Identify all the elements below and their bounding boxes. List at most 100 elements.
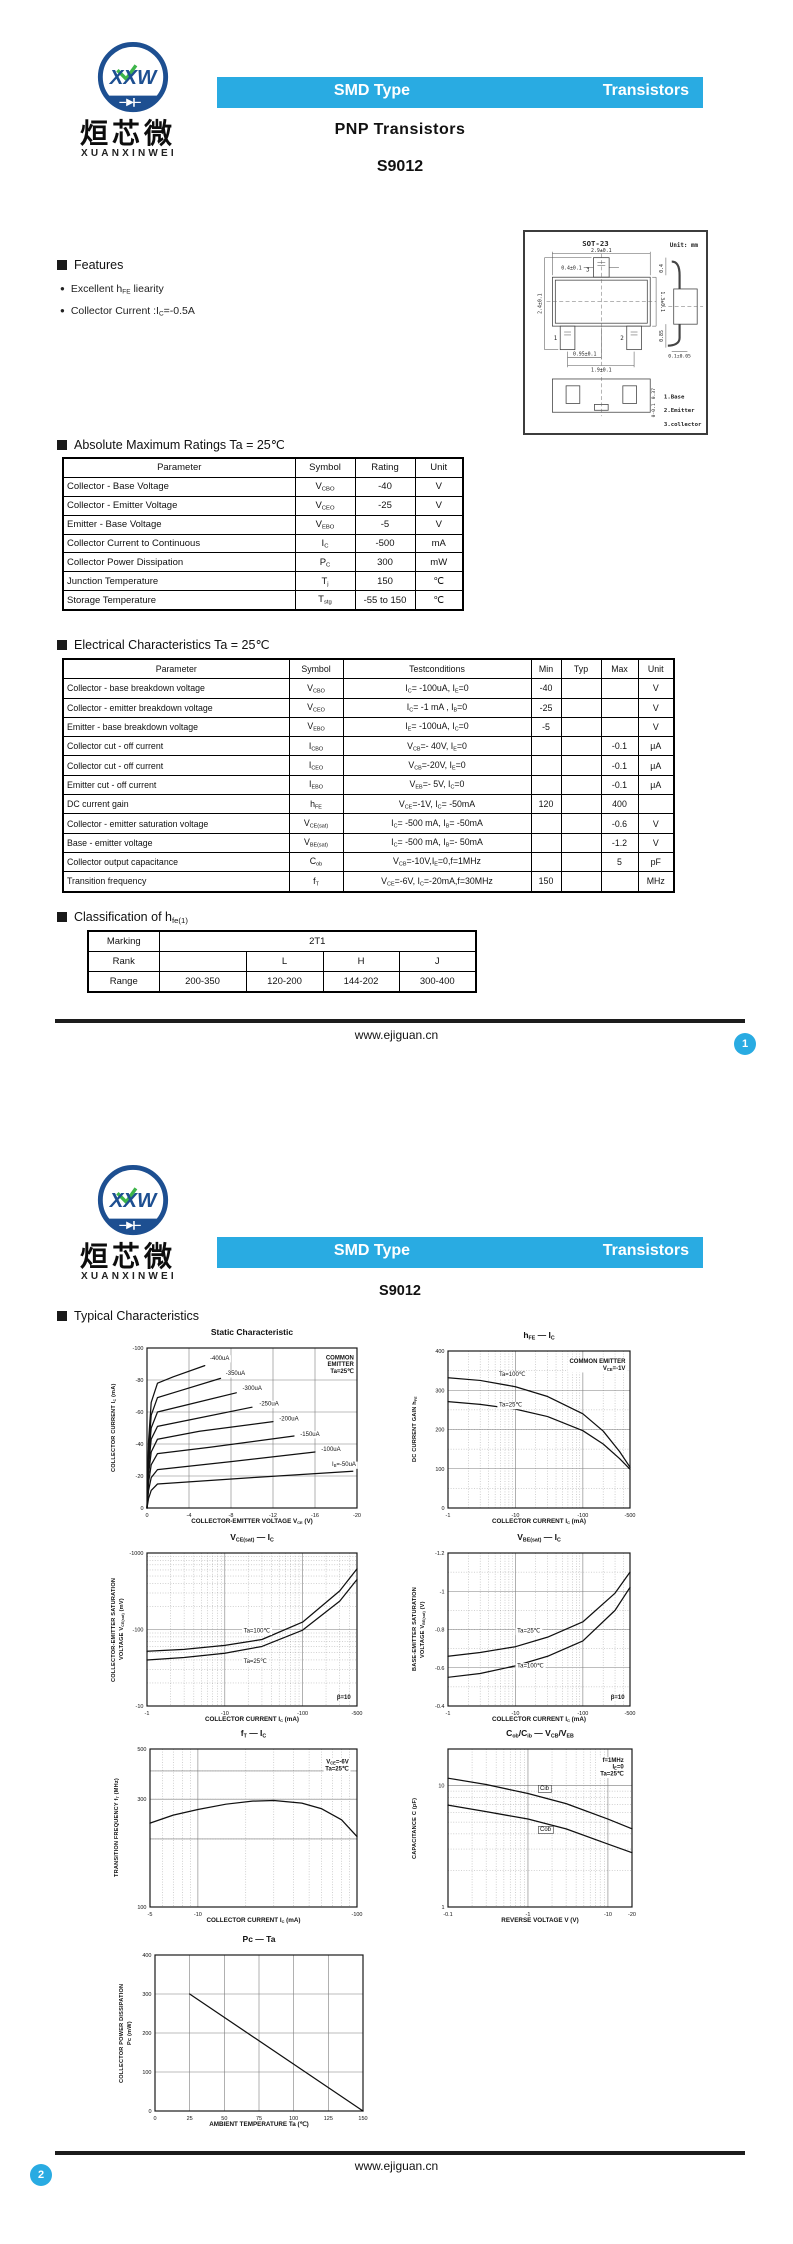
svg-text:Ta=25℃: Ta=25℃ <box>517 1629 541 1635</box>
svg-text:-60: -60 <box>136 1410 144 1416</box>
table-cell: V <box>414 476 464 497</box>
pin-legend-collector: 3.collector <box>664 422 702 428</box>
svg-text:1: 1 <box>441 1905 444 1911</box>
table-cell <box>600 716 639 738</box>
header-banner: SMD Type Transistors <box>217 1237 703 1268</box>
footer-url: www.ejiguan.cn <box>354 2159 439 2173</box>
table-cell: V <box>637 678 675 699</box>
table-cell: -25 <box>354 495 416 516</box>
column-header: Max <box>600 658 639 680</box>
hfe-classification-table: Marking 2T1 Rank L H J Range 200-350 120-200 144-… <box>87 930 477 993</box>
table-cell <box>530 813 562 834</box>
svg-text:-1: -1 <box>440 1589 445 1595</box>
table-cell: VEBO <box>288 716 344 738</box>
svg-text:-0.8: -0.8 <box>435 1628 444 1634</box>
svg-text:-100: -100 <box>132 1346 143 1352</box>
svg-text:400: 400 <box>435 1349 444 1355</box>
x-axis-label: AMBIENT TEMPERATURE Ta (℃) <box>209 2121 309 2128</box>
svg-text:-100: -100 <box>132 1628 143 1634</box>
table-cell: -0.1 <box>600 755 639 776</box>
svg-text:100: 100 <box>435 1467 444 1473</box>
chart-title: Static Characteristic <box>210 1327 294 1337</box>
page-number-badge: 1 <box>734 1033 756 1055</box>
svg-text:-40: -40 <box>136 1442 144 1448</box>
table-row: Collector - Base Voltage VCBO -40 V <box>62 476 464 497</box>
svg-text:-500: -500 <box>351 1711 362 1717</box>
banner-transistors: Transistors <box>602 1242 689 1259</box>
svg-text:β=10: β=10 <box>611 1695 626 1701</box>
table-row: Emitter - base breakdown voltage VEBO IE= … <box>62 716 675 738</box>
table-cell <box>560 755 602 776</box>
x-axis-label: COLLECTOR CURRENT IC (mA) <box>204 1716 299 1723</box>
svg-text:75: 75 <box>256 2116 262 2122</box>
table-cell: 300 <box>354 552 416 573</box>
table-cell: VEBO <box>294 514 356 535</box>
chart-title: Pc — Ta <box>242 1934 276 1944</box>
brand-name-english: XUANXINWEI <box>81 148 177 159</box>
svg-text:-10: -10 <box>511 1513 519 1519</box>
svg-text:-10: -10 <box>221 1711 229 1717</box>
electrical-characteristics-heading: Electrical Characteristics Ta = 25℃ <box>57 637 269 652</box>
table-cell: Emitter - base breakdown voltage <box>62 716 290 738</box>
banner-smd-type: SMD Type <box>333 82 411 99</box>
table-cell <box>560 774 602 796</box>
table-row: Storage Temperature Tstg -55 to 150 ℃ <box>62 590 464 611</box>
table-cell: VCBO <box>288 678 344 699</box>
svg-text:-10: -10 <box>136 1704 144 1710</box>
table-cell: Collector cut - off current <box>62 755 290 776</box>
svg-text:-200uA: -200uA <box>279 1417 298 1423</box>
table-cell: VCE=-6V, IC=-20mA,f=30MHz <box>342 871 532 893</box>
svg-text:-10: -10 <box>511 1711 519 1717</box>
package-drawing: SOT-23 Unit: mm 2.9±0.1 0.4±0.1 2.4±0.1 … <box>538 239 704 428</box>
chart-plot: -1 -10 -100 -500 -0.4 -0.6 -0.8 -1 -1.2 Ta=25℃ Ta=… <box>435 1551 635 1717</box>
dim-lead-top: 0.4 <box>659 264 665 273</box>
chart-plot: -5 -10 -100 100 300 500 VCE=-6V Ta=25℃ <box>137 1747 362 1918</box>
table-cell: Tstg <box>294 590 356 611</box>
svg-text:50: 50 <box>221 2116 227 2122</box>
svg-text:XXW: XXW <box>109 66 158 89</box>
chart-title: VCE(sat) — IC <box>230 1532 274 1544</box>
dim-standoff: 0-0.1 <box>651 403 657 417</box>
table-cell: L <box>245 951 324 972</box>
svg-text:-500: -500 <box>624 1513 635 1519</box>
table-cell: IC= -500 mA, IB=- 50mA <box>342 832 532 853</box>
package-name: SOT-23 <box>582 239 608 248</box>
x-axis-label: COLLECTOR CURRENT IC (mA) <box>491 1518 586 1525</box>
table-cell: Range <box>87 971 160 993</box>
table-cell: -1.2 <box>600 832 639 853</box>
table-cell: VCB=-20V, IE=0 <box>342 755 532 776</box>
table-cell <box>560 813 602 834</box>
table-row: Collector cut - off current ICBO VCB=- 40V… <box>62 736 675 757</box>
svg-text:-20: -20 <box>628 1912 636 1918</box>
table-cell: 300-400 <box>398 971 477 993</box>
table-row: Collector - base breakdown voltage VCBO IC… <box>62 678 675 699</box>
table-cell: 2T1 <box>158 930 477 952</box>
dim-pad: 0.37 <box>651 388 657 399</box>
table-cell: -40 <box>354 476 416 497</box>
dim-pin-span: 1.9±0.1 <box>591 368 612 374</box>
column-header: Parameter <box>62 457 296 478</box>
table-cell <box>560 871 602 893</box>
y-axis-label: DC CURRENT GAIN hFE <box>412 1396 418 1463</box>
table-cell: VCEO <box>288 697 344 718</box>
table-cell: mA <box>414 533 464 554</box>
y-axis-label: CAPACITANCE C (pF) <box>412 1797 418 1859</box>
table-cell <box>637 794 675 815</box>
svg-text:-1.2: -1.2 <box>435 1551 444 1557</box>
dim-body-width: 2.9±0.1 <box>591 248 612 254</box>
page-number-badge: 2 <box>30 2164 52 2186</box>
svg-text:Cib: Cib <box>540 1786 550 1792</box>
typical-characteristics-heading: Typical Characteristics <box>57 1309 199 1323</box>
table-cell: VCB=- 40V, IE=0 <box>342 736 532 757</box>
svg-text:Ta=100℃: Ta=100℃ <box>499 1372 526 1378</box>
table-cell: VCBO <box>294 476 356 497</box>
table-row: Collector Current to Continuous IC -500 mA <box>62 533 464 554</box>
table-row: Base - emitter voltage VBE(sat) IC= -500 m… <box>62 832 675 853</box>
table-cell: Collector Current to Continuous <box>62 533 296 554</box>
dim-body-height: 1.3±0.1 <box>659 291 665 312</box>
column-header: Symbol <box>288 658 344 680</box>
product-type-title: PNP Transistors <box>334 121 466 138</box>
